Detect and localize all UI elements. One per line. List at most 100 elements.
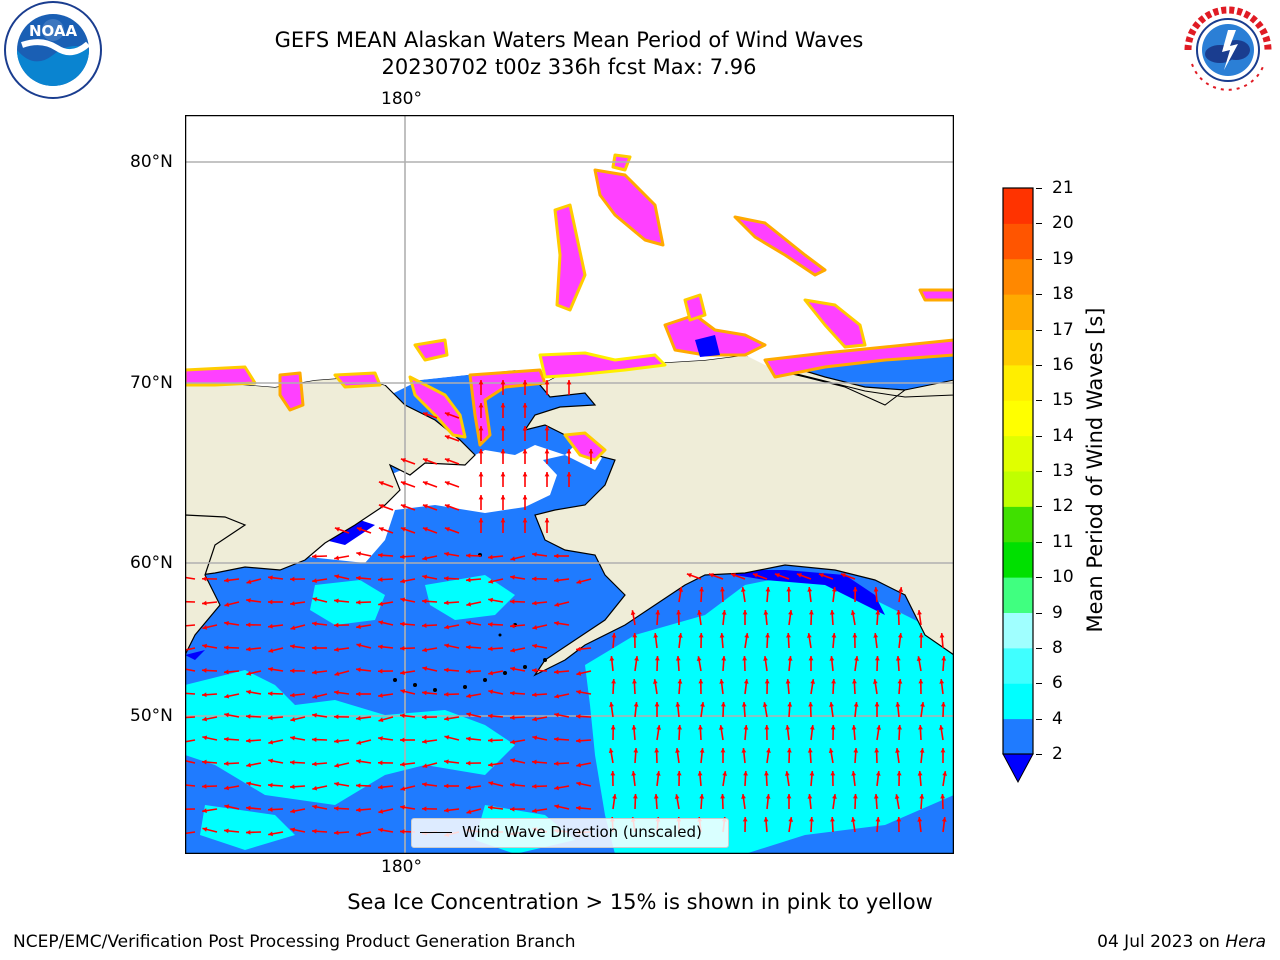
- wave-direction-arrowhead: [873, 587, 879, 592]
- map-legend: Wind Wave Direction (unscaled): [411, 818, 729, 848]
- wave-direction-arrowhead: [290, 601, 295, 606]
- wave-direction-arrowhead: [246, 622, 251, 628]
- colorbar-tick-mark: [1036, 471, 1042, 472]
- wave-direction-arrowhead: [697, 771, 703, 776]
- wave-direction-arrowhead: [675, 702, 681, 707]
- wave-direction-arrowhead: [851, 725, 857, 730]
- lon-label-top: 180°: [381, 89, 422, 109]
- wave-direction-arrowhead: [478, 472, 484, 477]
- wave-direction-arrowhead: [532, 600, 537, 606]
- wave-direction-arrowhead: [488, 805, 493, 811]
- wave-direction-arrowhead: [356, 807, 361, 813]
- wave-direction-arrowhead: [632, 794, 638, 799]
- wave-direction-arrowhead: [444, 551, 449, 557]
- wave-direction-arrowhead: [378, 620, 384, 625]
- colorbar-tick-mark: [1036, 400, 1042, 402]
- wave-direction-arrowhead: [809, 725, 815, 730]
- wave-direction-arrowhead: [478, 426, 484, 431]
- wave-direction-arrowhead: [466, 712, 472, 717]
- wave-direction-arrowhead: [500, 495, 506, 500]
- wave-direction-arrowhead: [334, 781, 339, 787]
- wave-direction-arrowhead: [444, 481, 450, 486]
- wave-direction-arrowhead: [720, 587, 725, 592]
- wave-direction-arrowhead: [632, 679, 637, 684]
- wave-direction-arrowhead: [785, 679, 791, 684]
- wave-direction-arrowhead: [510, 623, 515, 629]
- wave-direction-arrowhead: [940, 702, 946, 707]
- wave-direction-arrowhead: [721, 610, 727, 615]
- wave-direction-arrowhead: [224, 693, 230, 699]
- colorbar-segment: [1003, 718, 1033, 755]
- colorbar-extend-triangle: [1002, 753, 1034, 784]
- wave-direction-arrowhead: [830, 725, 836, 730]
- wave-direction-arrowhead: [576, 805, 581, 811]
- wave-direction-arrowhead: [699, 794, 705, 799]
- wave-direction-arrowhead: [268, 831, 273, 837]
- wave-direction-arrowhead: [576, 671, 582, 676]
- wave-direction-arrowhead: [610, 725, 616, 730]
- wave-direction-arrowhead: [700, 702, 705, 707]
- wave-direction-arrowhead: [829, 702, 834, 707]
- wave-direction-arrowhead: [678, 587, 684, 592]
- wave-direction-arrowhead: [742, 656, 748, 661]
- wave-direction-arrowhead: [202, 625, 208, 630]
- wave-direction-arrowhead: [422, 598, 427, 604]
- wave-direction-arrowhead: [896, 771, 902, 776]
- wave-direction-arrowhead: [522, 472, 528, 477]
- colorbar-segment: [1003, 400, 1033, 437]
- wave-direction-arrowhead: [787, 702, 793, 707]
- wave-direction-arrowhead: [356, 740, 362, 745]
- wave-direction-arrowhead: [532, 716, 538, 722]
- wave-direction-arrowhead: [422, 763, 428, 769]
- colorbar-tick-label: 19: [1052, 248, 1074, 269]
- wave-direction-arrowhead: [356, 691, 361, 697]
- colorbar-tick-mark: [1036, 541, 1042, 543]
- wave-direction-arrowhead: [444, 527, 450, 532]
- wave-direction-arrowhead: [896, 610, 902, 615]
- wave-direction-arrowhead: [677, 633, 683, 638]
- wave-direction-arrowhead: [400, 597, 406, 603]
- colorbar-tick-mark: [1036, 506, 1042, 508]
- wave-direction-arrowhead: [400, 527, 406, 532]
- wave-direction-arrowhead: [400, 761, 405, 767]
- wave-direction-arrowhead: [334, 671, 340, 677]
- wave-direction-arrowhead: [920, 702, 925, 707]
- wave-direction-arrowhead: [895, 656, 901, 661]
- wave-direction-arrowhead: [246, 598, 251, 603]
- wave-direction-arrowhead: [852, 587, 858, 592]
- wave-direction-arrowhead: [268, 623, 273, 629]
- wave-direction-arrowhead: [718, 725, 724, 730]
- wave-direction-arrowhead: [488, 622, 493, 627]
- wave-direction-arrowhead: [532, 625, 538, 630]
- wave-direction-arrowhead: [576, 646, 581, 652]
- wave-direction-arrowhead: [873, 633, 879, 638]
- wave-direction-arrowhead: [202, 735, 208, 741]
- wave-direction-arrowhead: [941, 817, 947, 822]
- wave-direction-arrowhead: [676, 610, 682, 615]
- wave-direction-arrowhead: [290, 576, 295, 582]
- colorbar-tick-mark: [1036, 683, 1042, 685]
- wave-direction-arrowhead: [576, 738, 581, 744]
- graticule: [185, 115, 954, 854]
- wave-direction-arrowhead: [654, 748, 660, 753]
- wave-direction-arrowhead: [290, 692, 295, 698]
- wave-direction-arrowhead: [897, 679, 903, 684]
- wave-direction-arrowhead: [378, 644, 383, 650]
- wave-direction-arrowhead: [312, 761, 317, 767]
- wave-direction-arrowhead: [897, 725, 902, 730]
- wave-direction-arrowhead: [852, 633, 858, 638]
- wave-direction-arrowhead: [763, 610, 769, 615]
- wave-direction-arrowhead: [554, 712, 560, 718]
- wave-direction-arrowhead: [290, 760, 295, 765]
- wave-direction-arrowhead: [246, 714, 251, 719]
- wave-direction-arrowhead: [290, 625, 296, 631]
- wave-direction-arrowhead: [522, 518, 528, 523]
- wave-direction-arrowhead: [832, 794, 837, 799]
- colorbar-segment: [1003, 471, 1033, 507]
- wave-direction-arrowhead: [246, 781, 252, 787]
- wave-direction-arrowhead: [699, 587, 704, 592]
- wave-direction-arrow: [185, 716, 196, 719]
- wave-direction-arrowhead: [532, 552, 537, 557]
- wave-direction-arrowhead: [356, 758, 361, 764]
- wave-direction-arrowhead: [719, 679, 725, 684]
